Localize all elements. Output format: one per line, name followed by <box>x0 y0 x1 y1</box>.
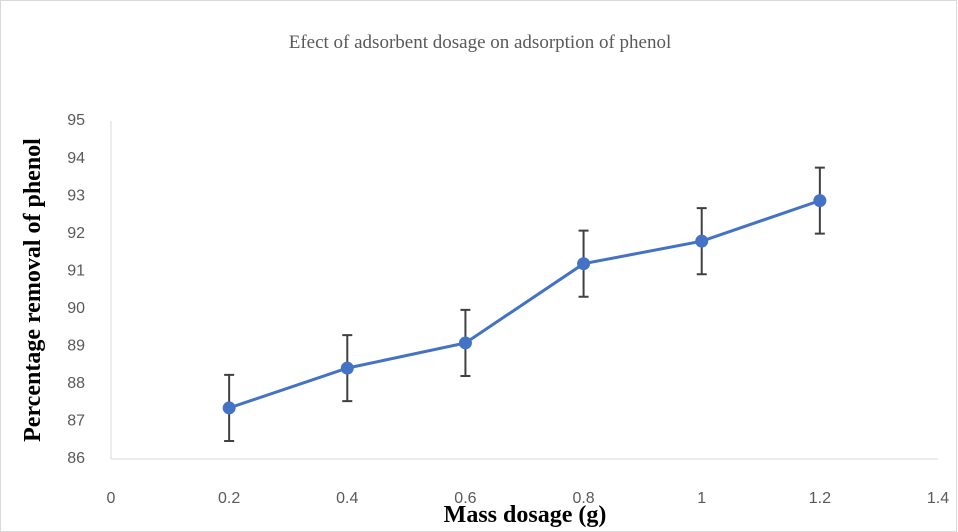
y-tick-label: 86 <box>67 450 85 467</box>
y-tick-label: 95 <box>67 112 85 129</box>
x-tick-label: 0 <box>107 490 116 507</box>
data-point <box>695 234 709 248</box>
y-tick-label: 91 <box>67 262 85 279</box>
y-tick-label: 94 <box>67 150 85 167</box>
data-line <box>228 199 821 410</box>
data-point <box>813 194 827 208</box>
x-tick-label: 0.8 <box>572 490 594 507</box>
y-tick-label: 92 <box>67 225 85 242</box>
x-tick-label: 0.4 <box>336 490 358 507</box>
x-tick-label: 1.2 <box>809 490 831 507</box>
data-point <box>222 401 236 415</box>
y-tick-label: 93 <box>67 187 85 204</box>
y-axis-label: Percentage removal of phenol <box>20 138 46 442</box>
chart-title: Efect of adsorbent dosage on adsorption … <box>289 32 672 53</box>
y-tick-label: 87 <box>67 413 85 430</box>
x-tick-label: 0.2 <box>218 490 240 507</box>
x-tick-label: 0.6 <box>454 490 476 507</box>
y-tick-label: 89 <box>67 338 85 355</box>
x-tick-label: 1 <box>697 490 706 507</box>
y-tick-label: 88 <box>67 375 85 392</box>
data-point <box>577 257 591 271</box>
x-tick-label: 1.4 <box>927 490 949 507</box>
y-tick-label: 90 <box>67 300 85 317</box>
x-axis-label: Mass dosage (g) <box>444 502 607 528</box>
data-point <box>340 361 354 375</box>
data-point <box>458 336 472 350</box>
